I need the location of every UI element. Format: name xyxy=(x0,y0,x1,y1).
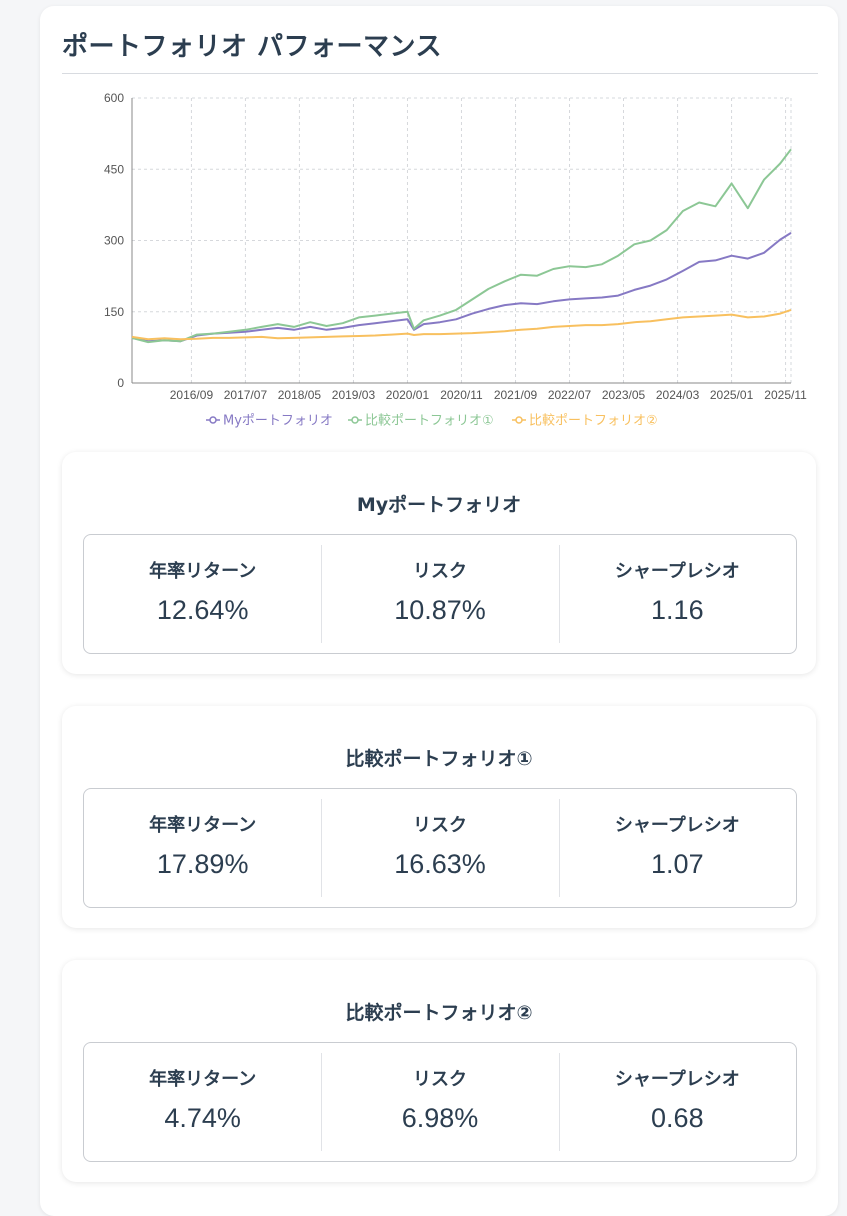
x-tick-label: 2020/11 xyxy=(440,388,483,402)
x-tick-label: 2025/01 xyxy=(710,388,754,402)
x-tick-label: 2018/05 xyxy=(278,388,322,402)
metric-value: 1.16 xyxy=(651,595,704,625)
y-tick-label: 150 xyxy=(104,305,124,319)
metrics-box: 年率リターン 17.89% リスク 16.63% シャープレシオ 1.07 xyxy=(83,788,797,908)
x-tick-label: 2025/11 xyxy=(764,388,807,402)
legend-marker-dot xyxy=(209,416,217,424)
legend-label: 比較ポートフォリオ① xyxy=(365,414,494,429)
series-line-2 xyxy=(131,148,792,344)
y-tick-label: 450 xyxy=(104,162,124,176)
metric-risk: リスク 10.87% xyxy=(321,535,558,653)
metric-value: 17.89% xyxy=(156,849,249,879)
x-tick-label: 2019/03 xyxy=(332,388,376,402)
metric-annual-return: 年率リターン 4.74% xyxy=(84,1043,321,1161)
metrics-card-title: Myポートフォリオ xyxy=(356,494,522,516)
x-tick-label: 2021/09 xyxy=(494,388,538,402)
metric-annual-return: 年率リターン 12.64% xyxy=(84,535,321,653)
legend-marker-dot xyxy=(515,416,523,424)
metric-value: 4.74% xyxy=(164,1103,241,1133)
metric-annual-return: 年率リターン 17.89% xyxy=(84,789,321,907)
metric-label: 年率リターン xyxy=(149,815,257,836)
legend-label: Myポートフォリオ xyxy=(223,414,333,429)
metric-sharpe-ratio: シャープレシオ 0.68 xyxy=(558,1043,796,1161)
metrics-card-title: 比較ポートフォリオ① xyxy=(345,748,533,770)
x-tick-label: 2022/07 xyxy=(548,388,592,402)
metrics-card-comparison-2: 比較ポートフォリオ② 年率リターン 4.74% リスク 6.98% シャープレシ… xyxy=(62,960,816,1182)
metric-risk: リスク 16.63% xyxy=(321,789,558,907)
metric-label: リスク xyxy=(412,815,467,836)
metric-label: 年率リターン xyxy=(149,561,257,582)
metric-value: 1.07 xyxy=(651,849,704,879)
metric-value: 10.87% xyxy=(394,595,486,625)
metrics-card-title: 比較ポートフォリオ② xyxy=(345,1002,533,1024)
title-divider xyxy=(62,73,818,74)
metrics-card-my-portfolio: Myポートフォリオ 年率リターン 12.64% リスク 10.87% シャープレ… xyxy=(62,452,816,674)
series-line-3 xyxy=(131,308,792,341)
performance-chart: 0 150 300 450 600 2016/09 2017/07 2018/05 2019/0… xyxy=(104,91,807,429)
x-tick-label: 2017/07 xyxy=(224,388,268,402)
y-tick-label: 300 xyxy=(104,234,124,248)
metric-label: シャープレシオ xyxy=(614,815,740,836)
metrics-box: 年率リターン 12.64% リスク 10.87% シャープレシオ 1.16 xyxy=(83,534,797,654)
metric-value: 0.68 xyxy=(651,1103,704,1133)
metric-sharpe-ratio: シャープレシオ 1.16 xyxy=(558,535,796,653)
metrics-box: 年率リターン 4.74% リスク 6.98% シャープレシオ 0.68 xyxy=(83,1042,797,1162)
y-tick-label: 0 xyxy=(117,376,124,390)
legend-marker-dot xyxy=(351,416,359,424)
x-tick-label: 2023/05 xyxy=(602,388,646,402)
metric-label: 年率リターン xyxy=(149,1069,257,1090)
metric-value: 12.64% xyxy=(156,595,249,625)
page-title: ポートフォリオ パフォーマンス xyxy=(62,32,443,62)
x-tick-label: 2016/09 xyxy=(170,388,214,402)
metrics-card-comparison-1: 比較ポートフォリオ① 年率リターン 17.89% リスク 16.63% シャープ… xyxy=(62,706,816,928)
x-tick-label: 2020/01 xyxy=(386,388,430,402)
metric-label: シャープレシオ xyxy=(614,1069,740,1090)
metric-label: リスク xyxy=(412,1069,467,1090)
metric-sharpe-ratio: シャープレシオ 1.07 xyxy=(558,789,796,907)
series-line-1 xyxy=(131,232,792,343)
metric-value: 6.98% xyxy=(401,1103,479,1133)
legend-label: 比較ポートフォリオ② xyxy=(529,414,658,429)
metric-value: 16.63% xyxy=(394,849,486,879)
y-tick-label: 600 xyxy=(104,91,124,105)
metric-label: リスク xyxy=(412,561,467,582)
metric-risk: リスク 6.98% xyxy=(321,1043,558,1161)
x-tick-label: 2024/03 xyxy=(656,388,700,402)
metric-label: シャープレシオ xyxy=(614,561,740,582)
